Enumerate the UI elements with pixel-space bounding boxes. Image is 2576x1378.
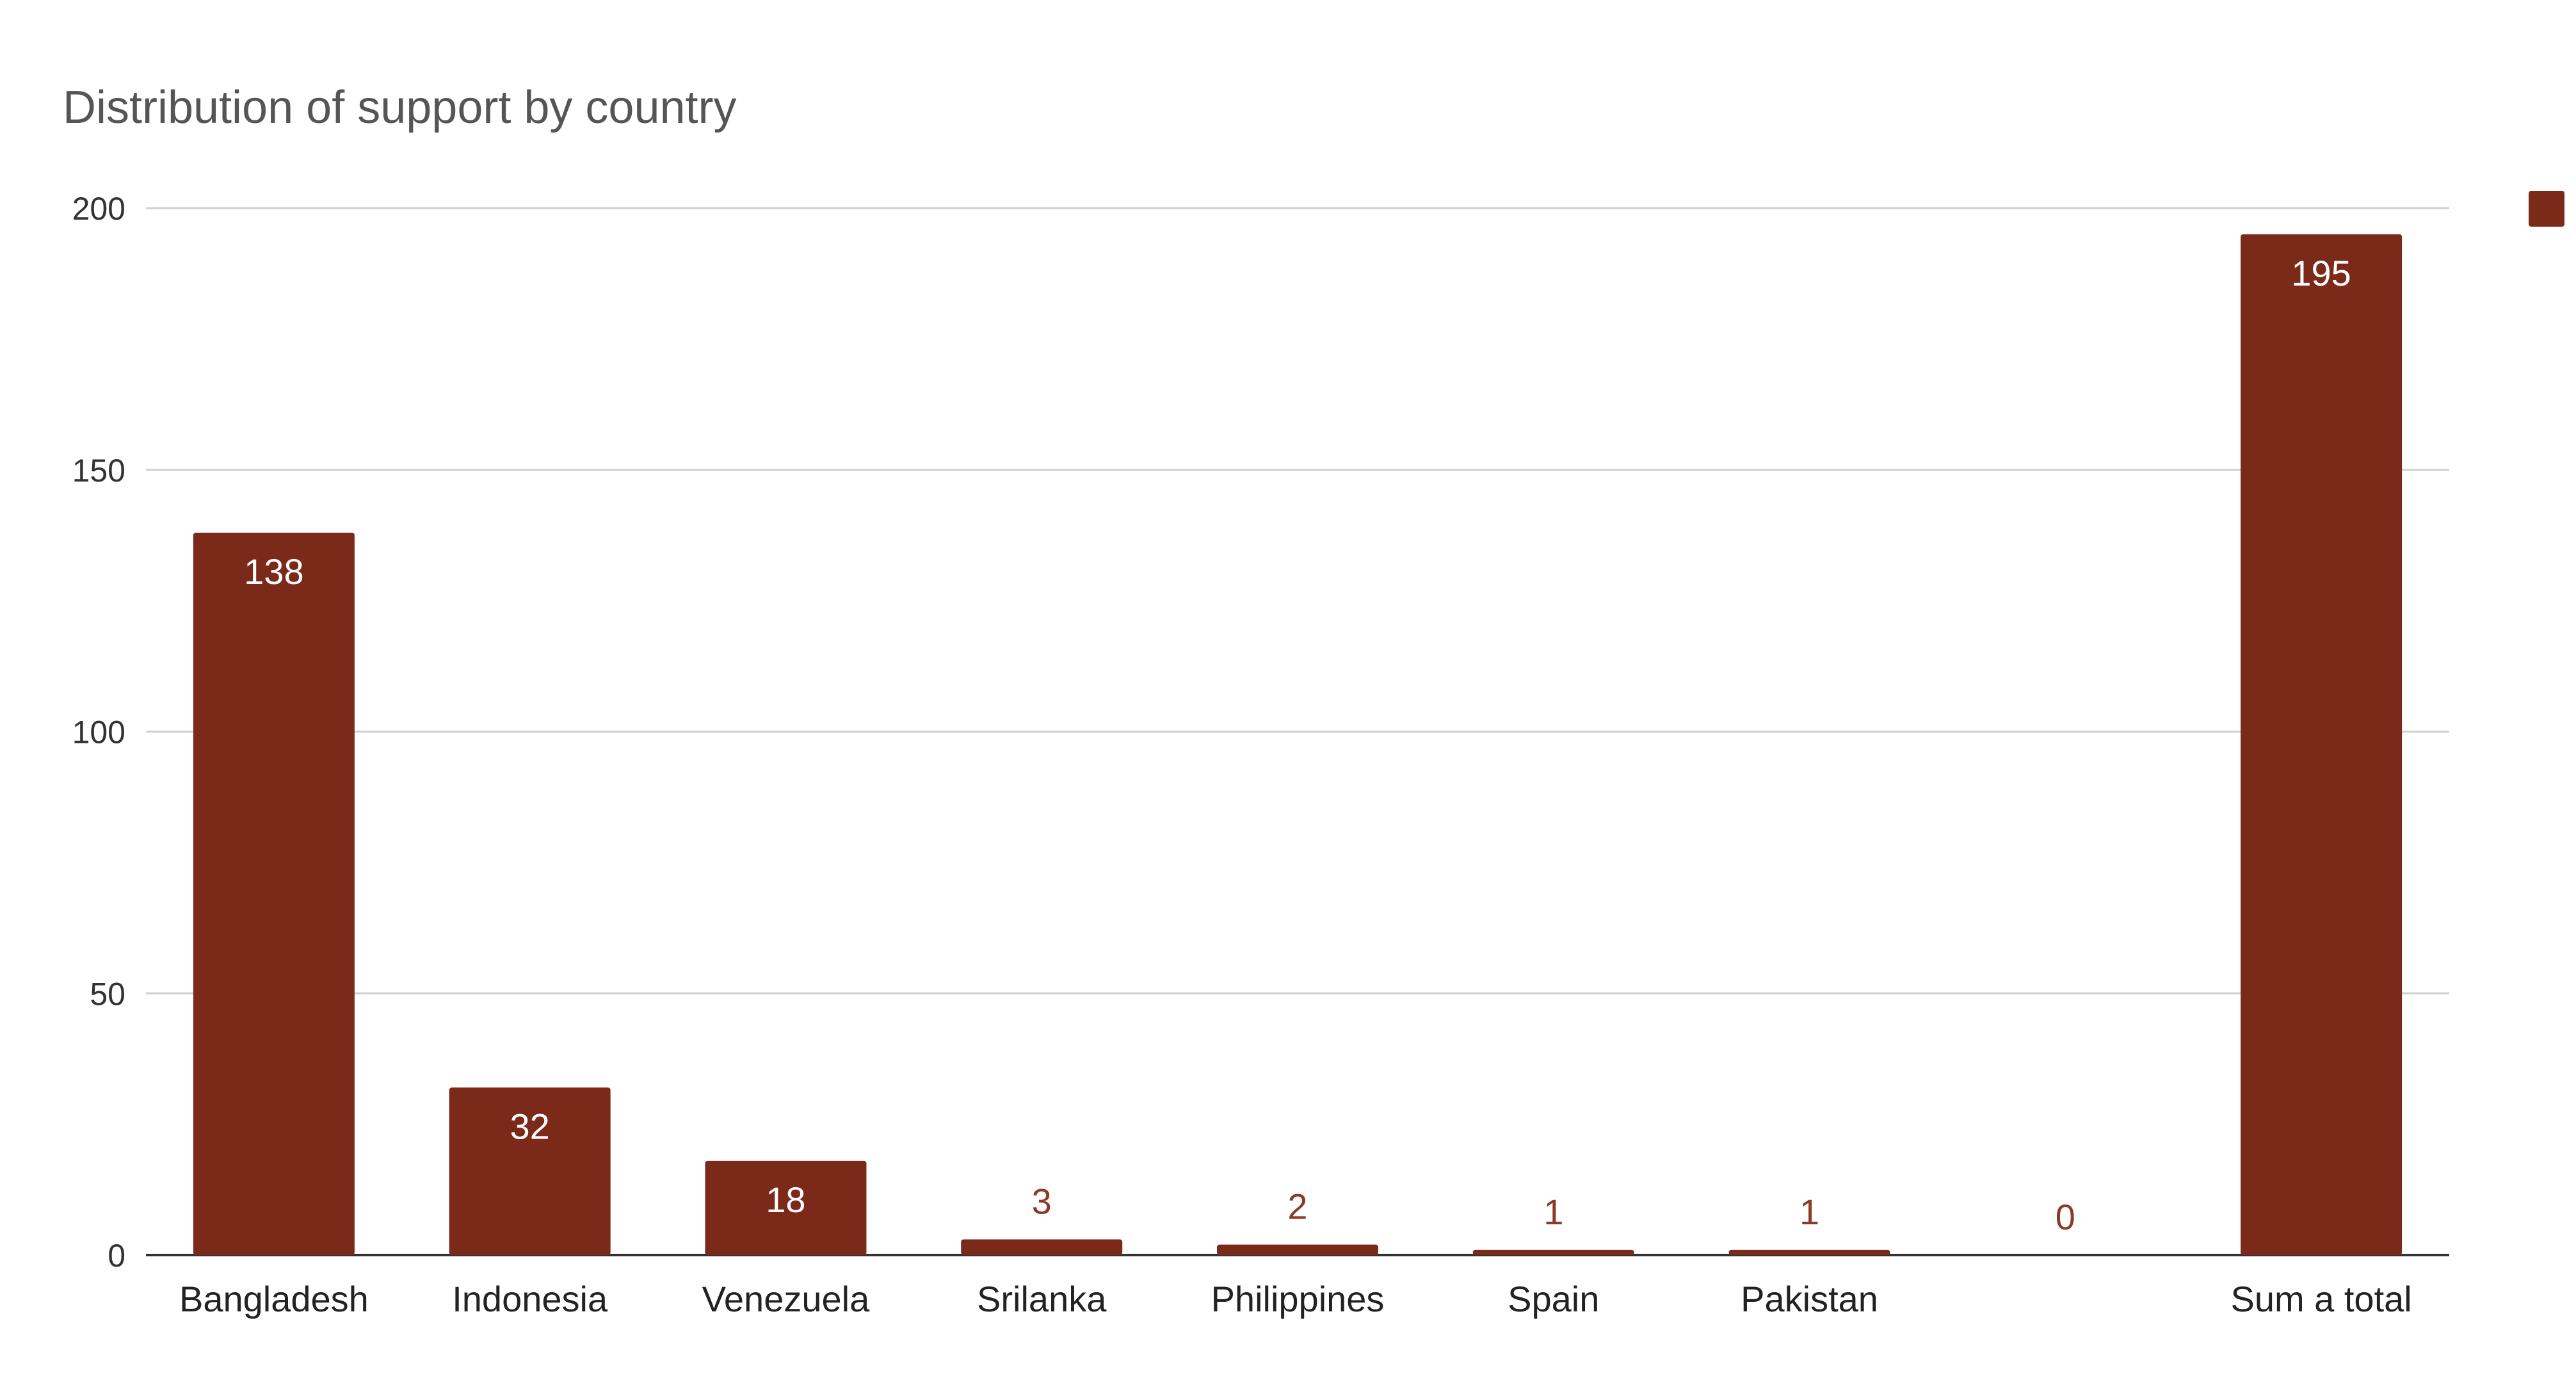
data-label: 195: [2291, 253, 2351, 293]
x-tick-label: Bangladesh: [179, 1279, 369, 1319]
x-tick-label: Sum a total: [2230, 1279, 2411, 1319]
y-tick-label: 150: [72, 453, 125, 489]
chart-title: Distribution of support by country: [63, 82, 737, 133]
y-axis-ticks: 0 50 100 150 200: [72, 191, 125, 1274]
data-label: 32: [510, 1106, 550, 1146]
x-tick-label: Indonesia: [452, 1279, 608, 1319]
data-label: 1: [1543, 1192, 1563, 1232]
data-label: 0: [2056, 1197, 2075, 1237]
data-label: 18: [766, 1179, 805, 1220]
bar: [1728, 1249, 1890, 1255]
x-tick-label: Philippines: [1211, 1279, 1385, 1319]
bar: [705, 1160, 867, 1255]
data-label: 138: [244, 551, 303, 592]
bar: [961, 1239, 1123, 1255]
y-tick-label: 100: [72, 715, 125, 750]
data-label: 3: [1032, 1181, 1052, 1221]
bar: [1472, 1249, 1634, 1255]
bar: [193, 532, 355, 1255]
bars: [193, 234, 2403, 1255]
y-tick-label: 200: [72, 191, 125, 227]
x-axis-ticks: Bangladesh Indonesia Venezuela Srilanka Phil…: [179, 1279, 2412, 1319]
x-tick-label: Spain: [1508, 1279, 1599, 1319]
bar: [2241, 234, 2403, 1255]
bar: [449, 1087, 611, 1255]
data-label: 2: [1287, 1187, 1307, 1227]
bar: [1217, 1244, 1378, 1255]
x-tick-label: Venezuela: [702, 1279, 870, 1319]
data-label: 1: [1799, 1192, 1819, 1232]
y-tick-label: 50: [90, 976, 125, 1012]
x-tick-label: Pakistan: [1741, 1279, 1878, 1319]
legend: [2529, 191, 2564, 227]
x-tick-label: Srilanka: [977, 1279, 1107, 1319]
legend-swatch: [2529, 191, 2564, 227]
y-tick-label: 0: [108, 1238, 125, 1274]
